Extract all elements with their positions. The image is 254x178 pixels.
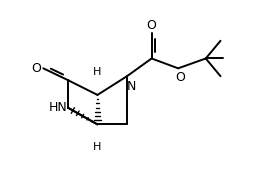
Text: N: N: [127, 80, 137, 93]
Text: O: O: [147, 20, 156, 33]
Text: O: O: [175, 71, 185, 84]
Text: HN: HN: [49, 101, 68, 114]
Text: H: H: [93, 67, 102, 77]
Text: O: O: [31, 62, 41, 75]
Text: H: H: [93, 142, 102, 152]
